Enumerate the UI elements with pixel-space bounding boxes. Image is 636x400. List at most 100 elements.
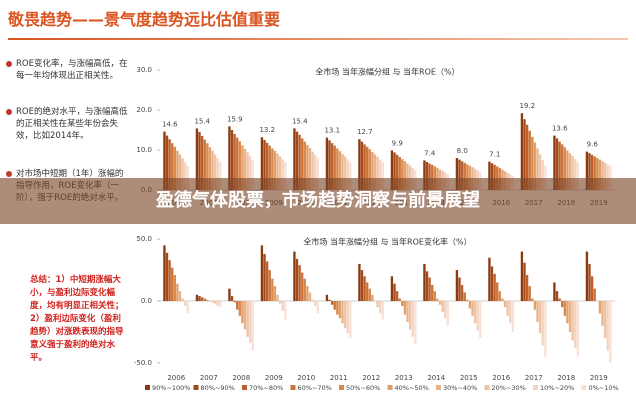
bar <box>606 301 609 351</box>
bar <box>195 294 199 301</box>
bar <box>406 163 409 190</box>
bar <box>603 162 607 190</box>
bar <box>236 137 239 190</box>
legend-label: 80%~90% <box>201 384 235 392</box>
bar <box>184 162 187 190</box>
bar <box>325 294 329 301</box>
bar <box>541 160 544 190</box>
bar <box>246 301 249 337</box>
bar <box>411 301 414 337</box>
bar <box>333 145 336 190</box>
bar <box>206 299 209 301</box>
bar <box>425 162 429 190</box>
bar <box>525 124 529 190</box>
bar <box>306 286 309 301</box>
title-rule <box>8 38 628 40</box>
bar <box>590 276 594 301</box>
bar <box>176 283 179 301</box>
x-tick-label: 2019 <box>590 374 608 382</box>
bar <box>338 301 342 319</box>
bar <box>171 143 174 190</box>
bar <box>528 130 531 190</box>
bar <box>493 164 496 190</box>
bar <box>346 159 349 190</box>
legend-label: 60%~70% <box>298 384 332 392</box>
bar <box>414 301 417 345</box>
bar <box>576 162 579 190</box>
bar <box>200 297 204 301</box>
bar <box>366 282 369 301</box>
bar <box>408 165 412 190</box>
bar <box>525 275 529 301</box>
bar <box>468 301 472 309</box>
legend-label: 10%~20% <box>540 384 574 392</box>
value-label: 13.2 <box>259 126 275 134</box>
bar <box>246 152 249 190</box>
bar <box>338 151 342 190</box>
bar <box>360 270 364 301</box>
bar <box>520 251 524 301</box>
bar <box>368 149 371 190</box>
bar <box>311 151 314 190</box>
bar <box>538 301 542 334</box>
bar <box>536 148 539 190</box>
bar <box>460 161 464 190</box>
bar <box>403 161 407 190</box>
bar <box>566 150 569 190</box>
bar <box>571 156 574 190</box>
bar <box>173 275 176 301</box>
bar <box>265 261 269 301</box>
bar <box>260 245 264 301</box>
bar <box>358 139 361 190</box>
legend-swatch <box>581 385 587 390</box>
x-tick-label: 2011 <box>330 374 348 382</box>
x-tick-label: 2006 <box>167 374 185 382</box>
bar <box>471 301 474 316</box>
bar <box>168 139 171 190</box>
bar <box>219 301 222 308</box>
bar <box>165 135 169 190</box>
bar <box>233 134 236 190</box>
bar <box>433 291 436 301</box>
bar <box>496 282 499 301</box>
bar <box>403 301 407 315</box>
bar <box>566 301 569 324</box>
bar <box>363 276 366 301</box>
bar <box>243 148 247 190</box>
bar <box>230 130 234 190</box>
value-label: 7.4 <box>424 149 436 157</box>
y-tick-label: 30.0 <box>136 66 152 74</box>
value-label: 12.7 <box>357 128 373 136</box>
bar <box>268 145 271 190</box>
bar <box>563 301 566 316</box>
bar <box>555 138 559 190</box>
bar <box>376 301 379 308</box>
bar <box>520 113 524 190</box>
bar <box>501 298 504 301</box>
legend-label: 30%~40% <box>443 384 477 392</box>
bar <box>568 301 572 332</box>
bar <box>488 257 491 301</box>
bar <box>401 159 404 190</box>
bar <box>171 267 174 301</box>
bar <box>425 271 429 301</box>
bar <box>358 263 361 301</box>
bar <box>273 286 277 301</box>
bar <box>431 284 434 301</box>
x-tick-label: 2007 <box>200 374 218 382</box>
bar <box>553 282 556 301</box>
value-label: 7.1 <box>489 151 500 159</box>
bar <box>553 135 556 190</box>
bar <box>349 301 352 339</box>
bar <box>314 154 317 190</box>
bar <box>598 301 602 314</box>
bar <box>379 301 382 314</box>
bar <box>328 299 331 301</box>
legend-swatch <box>533 385 538 390</box>
bar <box>588 263 591 301</box>
x-tick-label: 2014 <box>427 374 445 382</box>
bar <box>498 291 501 301</box>
legend-label: 40%~50% <box>395 384 429 392</box>
bar <box>431 164 434 190</box>
bar <box>301 138 304 190</box>
